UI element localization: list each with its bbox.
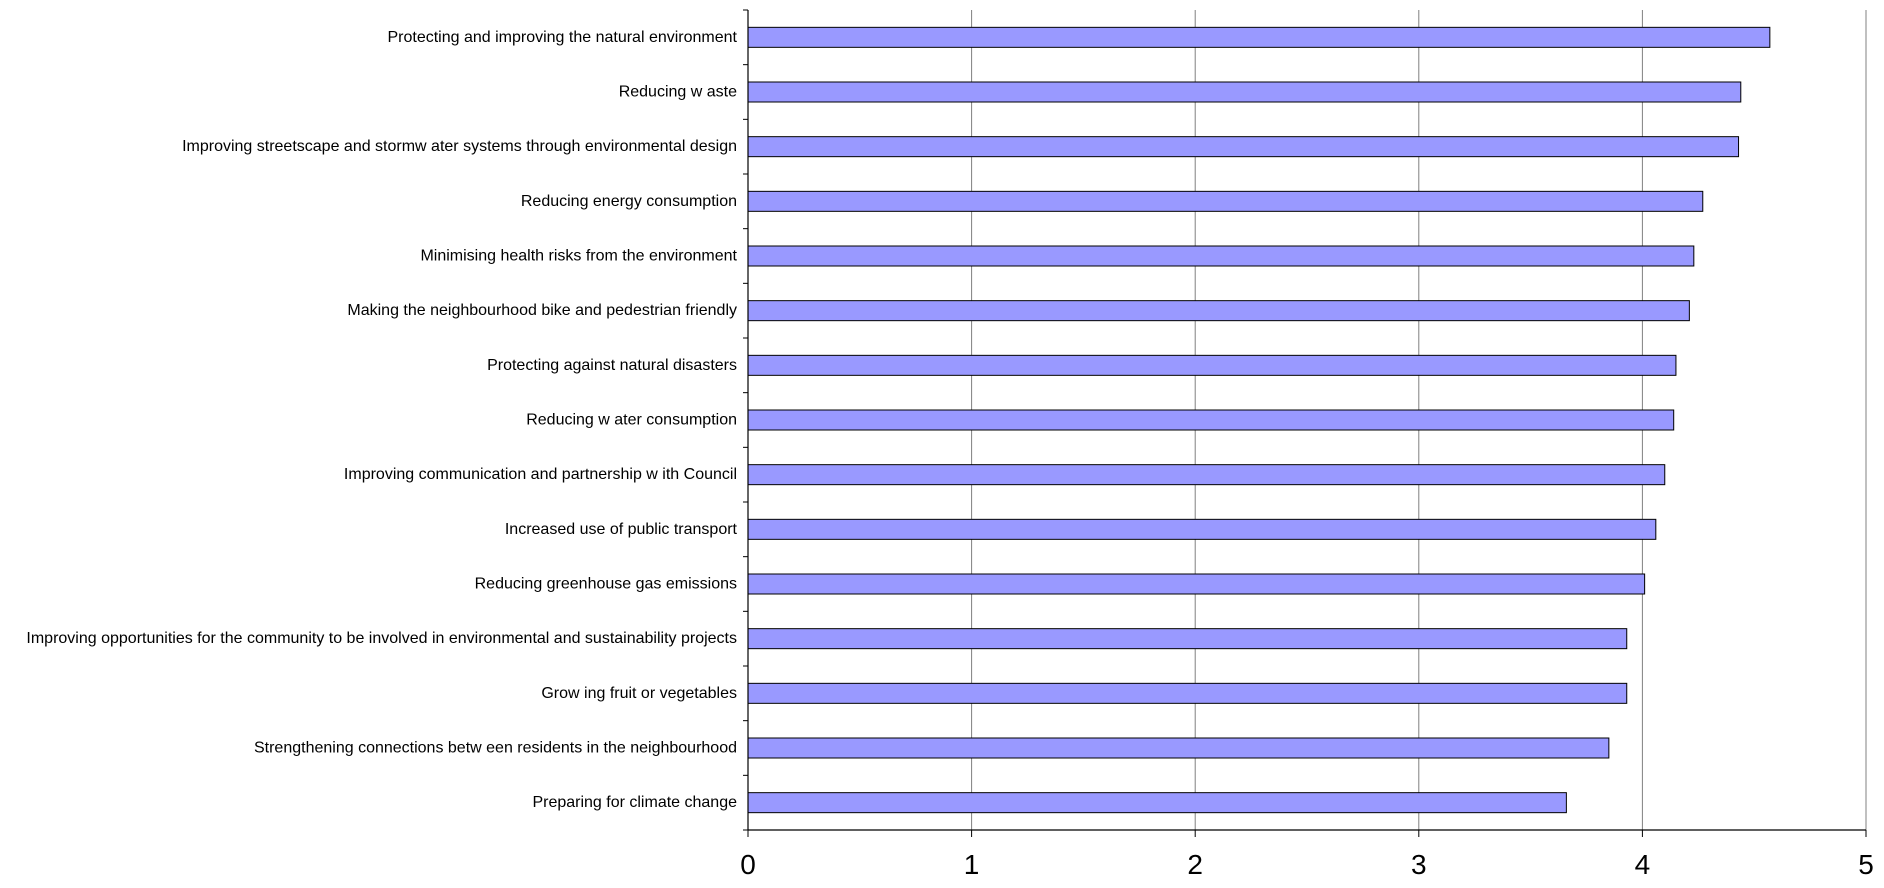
bar-5: [747, 245, 1695, 267]
x-tick-label-1: 1: [964, 849, 980, 880]
bar-10: [747, 518, 1657, 540]
category-label-11: Reducing greenhouse gas emissions: [475, 576, 737, 593]
category-label-12: Improving opportunities for the communit…: [26, 630, 737, 647]
category-label-15: Preparing for climate change: [532, 794, 737, 811]
category-label-14: Strengthening connections betw een resid…: [254, 740, 737, 757]
bar-6: [747, 300, 1690, 322]
bar-14: [747, 737, 1610, 759]
bar-8: [747, 409, 1675, 431]
x-tick-labels: 0 1 2 3 4 5: [740, 849, 1874, 880]
category-label-4: Reducing energy consumption: [521, 193, 737, 210]
x-tick-label-4: 4: [1635, 849, 1651, 880]
x-tick-label-5: 5: [1858, 849, 1874, 880]
bar-7: [747, 354, 1677, 376]
category-label-3: Improving streetscape and stormw ater sy…: [182, 138, 737, 155]
bar-12: [747, 628, 1628, 650]
category-label-10: Increased use of public transport: [505, 521, 738, 538]
category-label-9: Improving communication and partnership …: [344, 466, 737, 483]
category-label-5: Minimising health risks from the environ…: [420, 248, 737, 265]
category-label-8: Reducing w ater consumption: [526, 412, 737, 429]
bar-13: [747, 682, 1628, 704]
bar-4: [747, 190, 1704, 212]
category-labels: Protecting and improving the natural env…: [26, 29, 737, 811]
category-label-13: Grow ing fruit or vegetables: [541, 685, 737, 702]
bar-2: [747, 81, 1742, 103]
x-tick-label-0: 0: [740, 849, 756, 880]
x-tick-label-3: 3: [1411, 849, 1427, 880]
bar-11: [747, 573, 1646, 595]
bar-1: [747, 26, 1771, 48]
bar-9: [747, 464, 1666, 486]
category-label-7: Protecting against natural disasters: [487, 357, 737, 374]
category-label-1: Protecting and improving the natural env…: [387, 29, 737, 46]
bars: [747, 26, 1771, 814]
bar-3: [747, 136, 1740, 158]
category-label-6: Making the neighbourhood bike and pedest…: [347, 302, 737, 319]
category-label-2: Reducing w aste: [619, 84, 737, 101]
x-tick-label-2: 2: [1187, 849, 1203, 880]
axes: [743, 9, 1867, 837]
bar-15: [747, 792, 1567, 814]
